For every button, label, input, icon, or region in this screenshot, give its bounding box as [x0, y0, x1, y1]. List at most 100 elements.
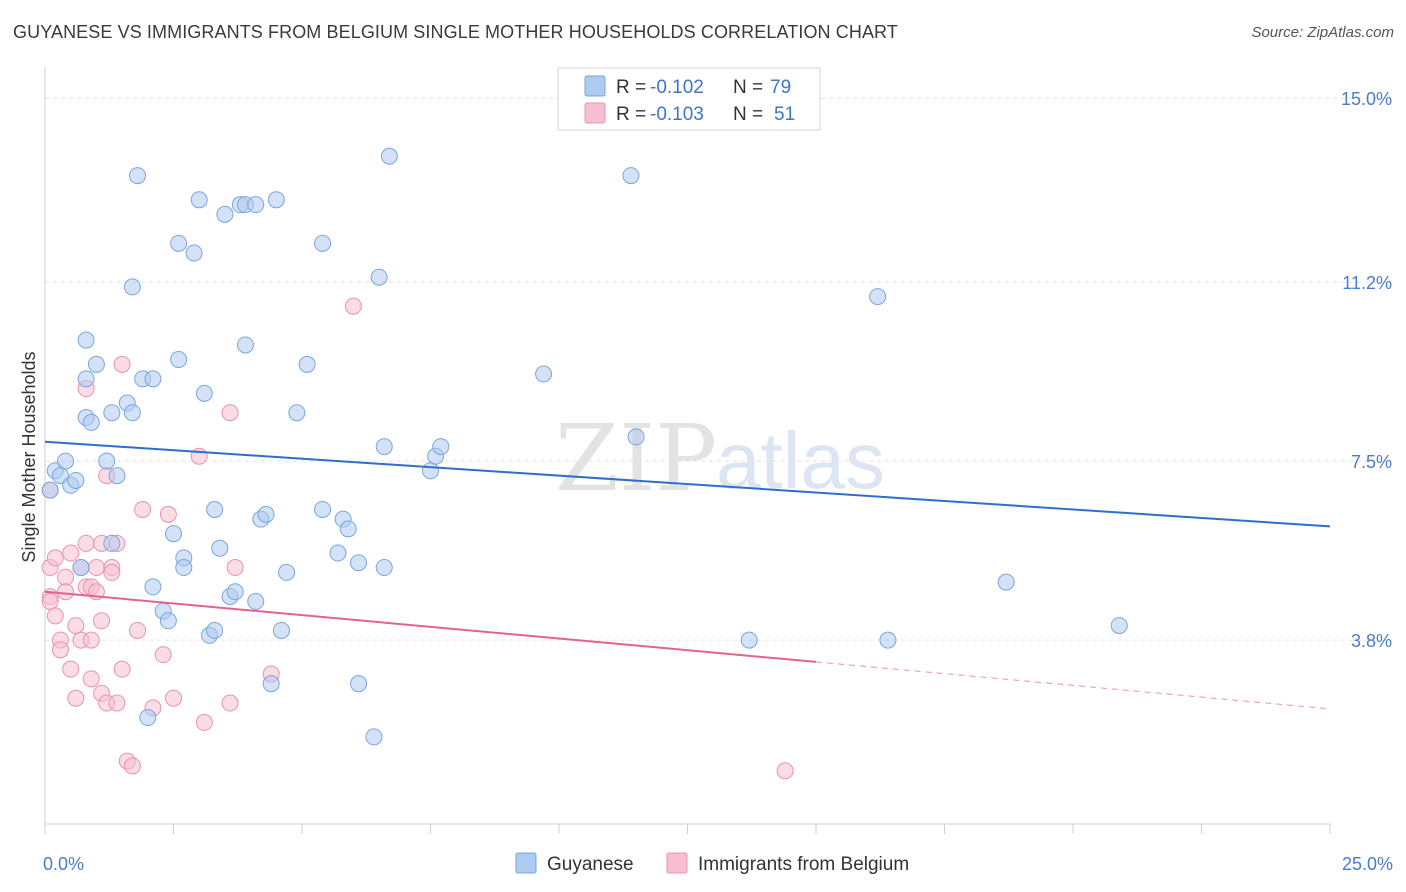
guyanese-point-50: [272, 621, 290, 639]
belgium-point-20: [82, 631, 100, 649]
chart-title: GUYANESE VS IMMIGRANTS FROM BELGIUM SING…: [13, 22, 898, 42]
y-tick-label-2: 11.2%: [1342, 273, 1392, 293]
stats-r-label-pink: R =: [616, 104, 646, 125]
guyanese-point-12: [98, 452, 116, 470]
guyanese-point-37: [211, 539, 229, 557]
guyanese-point-61: [365, 728, 383, 746]
guyanese-point-32: [190, 191, 208, 209]
stats-n-value-blue: 79: [770, 77, 791, 98]
belgium-point-40: [154, 646, 172, 664]
guyanese-point-55: [314, 500, 332, 518]
stats-n-label-pink: N =: [733, 104, 763, 125]
guyanese-point-38: [216, 205, 234, 223]
watermark: ZIP atlas: [555, 405, 885, 512]
guyanese-point-51: [278, 563, 296, 581]
belgium-point-24: [93, 612, 111, 630]
guyanese-point-44: [247, 196, 265, 214]
axes: [44, 67, 1331, 834]
guyanese-point-15: [108, 467, 126, 485]
guyanese-point-59: [350, 675, 368, 693]
guyanese-point-76: [1110, 617, 1128, 635]
series-guyanese-points: [41, 147, 1128, 746]
guyanese-point-14: [103, 534, 121, 552]
guyanese-point-43: [236, 336, 254, 354]
legend-label-guyanese: Guyanese: [547, 854, 634, 875]
belgium-point-45: [221, 404, 239, 422]
belgium-point-13: [67, 689, 85, 707]
guyanese-point-36: [206, 500, 224, 518]
belgium-point-5: [46, 607, 64, 625]
belgium-point-31: [108, 694, 126, 712]
belgium-point-8: [57, 568, 75, 586]
belgium-point-37: [129, 621, 147, 639]
guyanese-point-62: [370, 268, 388, 286]
guyanese-point-21: [139, 709, 157, 727]
guyanese-point-53: [298, 355, 316, 373]
guyanese-point-25: [159, 612, 177, 630]
belgium-point-42: [165, 689, 182, 707]
stats-legend-swatch-pink: [584, 102, 606, 124]
guyanese-point-30: [175, 559, 193, 577]
guyanese-point-10: [82, 413, 100, 431]
guyanese-point-49: [267, 191, 285, 209]
guyanese-point-8: [77, 331, 95, 349]
belgium-point-12: [67, 617, 85, 635]
guyanese-point-69: [535, 365, 553, 383]
guyanese-point-63: [375, 559, 393, 577]
guyanese-point-71: [627, 428, 645, 446]
guyanese-point-40: [226, 583, 244, 601]
guyanese-point-74: [879, 631, 897, 649]
watermark-atlas: atlas: [716, 416, 885, 505]
y-tick-label-1: 7.5%: [1351, 452, 1392, 472]
watermark-zip: ZIP: [555, 405, 717, 512]
guyanese-point-68: [432, 438, 450, 456]
stats-r-label-blue: R =: [616, 77, 646, 98]
guyanese-point-75: [997, 573, 1015, 591]
guyanese-point-64: [375, 438, 393, 456]
belgium-point-38: [134, 500, 152, 518]
stats-r-value-pink: -0.103: [650, 104, 704, 125]
belgium-trend-line: [44, 590, 817, 663]
belgium-point-10: [62, 544, 80, 562]
guyanese-point-56: [329, 544, 347, 562]
y-axis-label: Single Mother Households: [19, 351, 39, 562]
guyanese-point-28: [170, 234, 188, 252]
belgium-point-49: [344, 297, 362, 315]
belgium-point-7: [51, 641, 69, 659]
chart-source: Source: ZipAtlas.com: [1251, 24, 1394, 41]
x-tick-label-0: 0.0%: [43, 854, 84, 874]
stats-n-value-pink: 51: [774, 104, 795, 125]
belgium-trend-line-extrapolated: [815, 661, 1331, 710]
belgium-point-46: [221, 694, 239, 712]
guyanese-point-11: [87, 355, 105, 373]
legend-swatch-guyanese: [515, 852, 537, 874]
guyanese-point-27: [170, 350, 188, 368]
guyanese-point-65: [380, 147, 398, 165]
guyanese-point-52: [288, 404, 306, 422]
bottom-legend: Guyanese Immigrants from Belgium: [515, 852, 909, 875]
y-tick-label-0: 3.8%: [1351, 631, 1392, 651]
guyanese-point-22: [144, 578, 162, 596]
belgium-point-23: [87, 559, 105, 577]
guyanese-point-3: [57, 452, 75, 470]
guyanese-point-48: [262, 675, 280, 693]
legend-label-belgium: Immigrants from Belgium: [698, 854, 909, 875]
y-tick-labels: 3.8% 7.5% 11.2% 15.0%: [1341, 89, 1392, 651]
belgium-point-50: [776, 762, 794, 780]
guyanese-point-70: [622, 167, 640, 185]
stats-legend: R = -0.102 N = 79 R = -0.103 N = 51: [557, 67, 821, 131]
guyanese-point-23: [144, 370, 162, 388]
belgium-point-9: [57, 583, 75, 601]
guyanese-point-7: [77, 370, 95, 388]
guyanese-point-58: [339, 520, 357, 538]
guyanese-point-17: [123, 404, 141, 422]
grid-lines: [45, 97, 1392, 641]
series-belgium-points: [41, 297, 794, 780]
x-tick-labels: 0.0% 25.0%: [43, 854, 1393, 874]
belgium-point-11: [62, 660, 80, 678]
belgium-point-21: [82, 670, 100, 688]
guyanese-point-0: [41, 481, 59, 499]
belgium-point-4: [46, 549, 64, 567]
guyanese-point-33: [195, 384, 213, 402]
guyanese-point-45: [247, 592, 265, 610]
